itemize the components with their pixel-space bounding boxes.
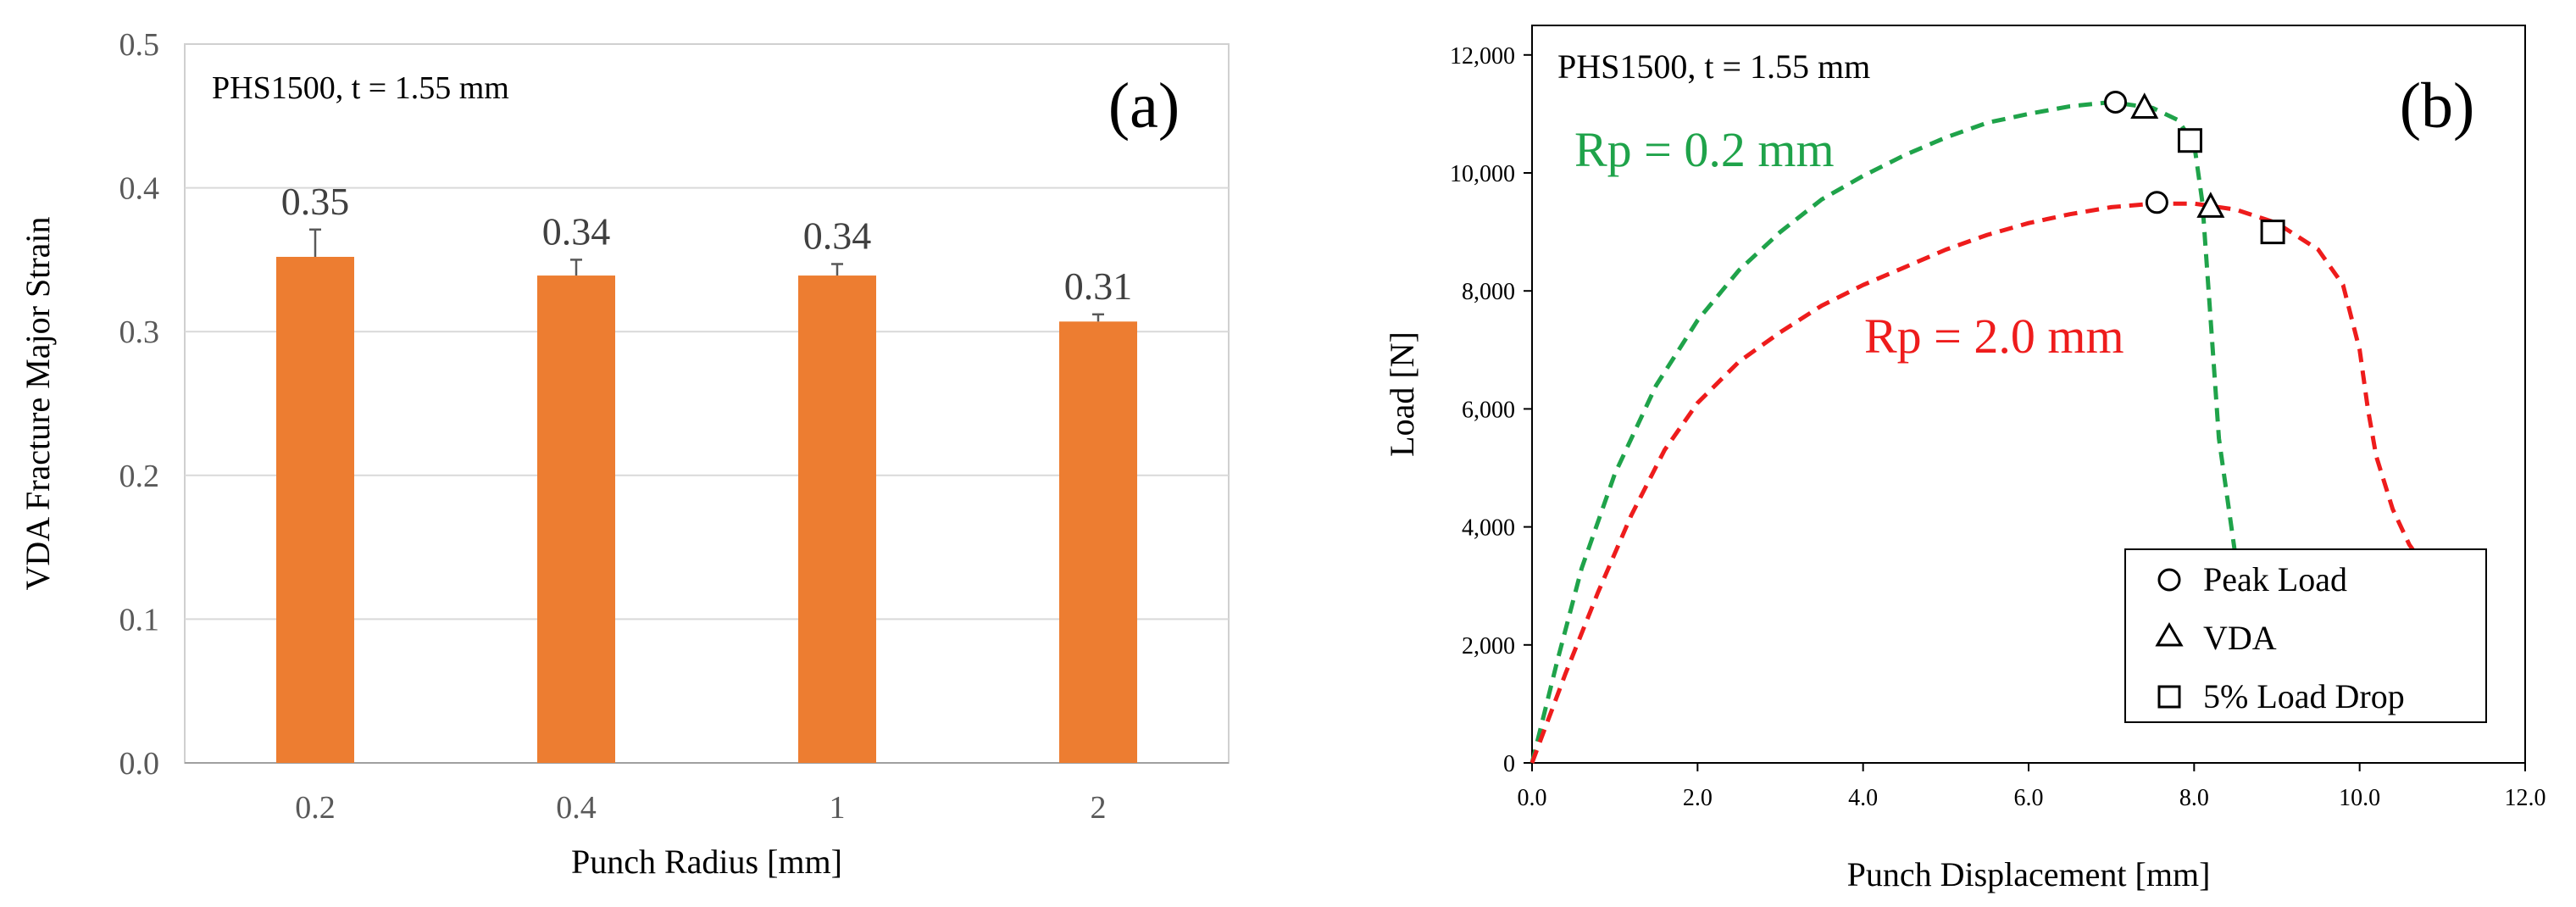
marker-peak-load — [2104, 90, 2128, 114]
marker-vda — [2196, 192, 2225, 218]
panel-a-y-tick-label: 0.2 — [119, 459, 160, 494]
panel-a-x-tick-label: 2 — [1091, 790, 1107, 826]
bar-2 — [1059, 321, 1137, 763]
panel-a: 0.350.34 0.340.31 0.00.10.20.30.40.50.2 0.… — [19, 27, 1230, 881]
series-line-rp-0-2-mm — [1530, 100, 2262, 764]
bar-0.2 — [276, 257, 354, 763]
panel-b-x-tick-label: 8.0 — [2179, 785, 2209, 811]
panel-b-x-tick-label: 4.0 — [1848, 785, 1878, 811]
panel-a-label: (a) — [1108, 70, 1180, 142]
panel-a-y-axis-title: VDA Fracture Major Strain — [19, 216, 57, 590]
bar-value-label: 0.35 — [281, 180, 350, 223]
panel-a-gridlines — [185, 186, 1229, 620]
panel-a-annotation: PHS1500, t = 1.55 mm — [212, 70, 509, 106]
panel-a-x-tick-label: 0.2 — [295, 790, 336, 826]
bar-value-label: 0.34 — [542, 209, 611, 253]
panel-b-markers — [2104, 90, 2285, 245]
bar-0.4 — [537, 275, 615, 763]
panel-b-y-tick-label: 10,000 — [1450, 161, 1515, 187]
legend-circle-icon — [2157, 568, 2181, 592]
panel-b-x-tick-label: 10.0 — [2339, 785, 2380, 811]
panel-a-plot-area — [184, 43, 1230, 764]
series-label-rp-0-2: Rp = 0.2 mm — [1574, 122, 1835, 177]
panel-a-y-tick-label: 0.1 — [119, 602, 160, 637]
panel-b-x-tick-label: 2.0 — [1683, 785, 1713, 811]
marker-load-drop — [2260, 220, 2285, 245]
panel-b-y-tick-label: 2,000 — [1462, 633, 1515, 659]
legend-label-load-drop: 5% Load Drop — [2203, 677, 2405, 715]
panel-b-x-tick-label: 0.0 — [1518, 785, 1547, 811]
panel-b-series-lines — [1530, 100, 2428, 764]
panel-b-tick-labels: 0.0 2.0 4.0 6.0 8.0 10.0 12.0 0 2,000 4,000 6,000 8… — [1450, 43, 2546, 811]
panel-b-x-tick-label: 6.0 — [2014, 785, 2044, 811]
panel-b-y-tick-label: 8,000 — [1462, 279, 1515, 305]
bar-value-label: 0.34 — [803, 214, 872, 257]
legend-label-vda: VDA — [2203, 619, 2277, 657]
marker-vda — [2130, 92, 2159, 119]
panel-b-axes — [1524, 53, 2526, 771]
legend-triangle-icon — [2155, 622, 2184, 647]
panel-b-x-axis-title: Punch Displacement [mm] — [1847, 855, 2211, 893]
series-line-rp-2-0-mm — [1530, 201, 2428, 764]
panel-b-y-axis-title: Load [N] — [1383, 331, 1421, 457]
bar-1 — [798, 275, 876, 763]
panel-a-y-tick-label: 0.4 — [119, 171, 160, 207]
legend-box — [2124, 548, 2487, 723]
marker-load-drop — [2177, 128, 2202, 153]
panel-b-label: (b) — [2400, 70, 2475, 142]
panel-b-annotation: PHS1500, t = 1.55 mm — [1557, 47, 1870, 86]
panel-a-x-tick-label: 1 — [830, 790, 846, 826]
panel-a-x-axis-title: Punch Radius [mm] — [571, 843, 842, 881]
panel-b-y-tick-label: 6,000 — [1462, 397, 1515, 423]
panel-a-tick-labels: 0.0 0.1 0.2 0.3 0.4 0.5 0.2 0.4 1 2 — [119, 27, 1107, 826]
panel-a-x-tick-label: 0.4 — [556, 790, 597, 826]
panel-a-y-tick-label: 0.0 — [119, 746, 160, 782]
panel-b-y-tick-label: 4,000 — [1462, 515, 1515, 542]
panel-b-legend: Peak Load VDA 5% Load Drop — [2124, 548, 2487, 723]
series-label-rp-2-0: Rp = 2.0 mm — [1864, 309, 2124, 364]
legend-label-peak-load: Peak Load — [2203, 560, 2347, 598]
panel-b: 0.0 2.0 4.0 6.0 8.0 10.0 12.0 0 2,000 4,000 6,000 8… — [1383, 25, 2546, 893]
bar-value-label: 0.31 — [1064, 264, 1133, 308]
panel-a-bars: 0.35 0.34 0.34 0.31 — [276, 180, 1137, 763]
panel-b-y-tick-label: 0 — [1503, 751, 1515, 777]
legend-square-icon — [2157, 685, 2181, 709]
panel-b-x-tick-label: 12.0 — [2505, 785, 2546, 811]
marker-peak-load — [2145, 191, 2168, 214]
panel-a-y-tick-label: 0.5 — [119, 27, 160, 63]
panel-a-y-tick-label: 0.3 — [119, 314, 160, 350]
panel-b-y-tick-label: 12,000 — [1450, 43, 1515, 70]
